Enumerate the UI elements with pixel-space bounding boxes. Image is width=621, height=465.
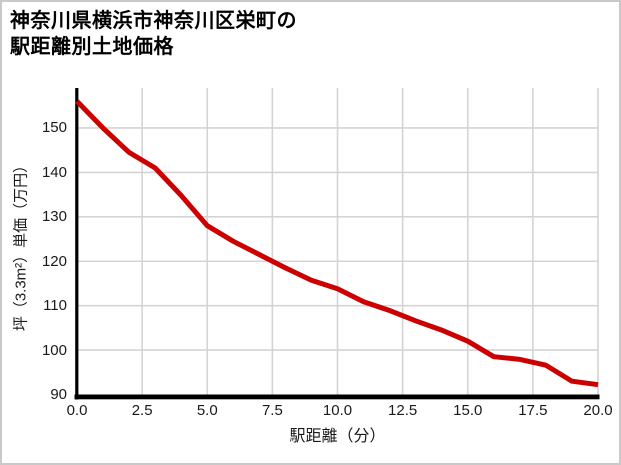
x-tick-label: 17.5 — [518, 402, 548, 419]
y-axis-title: 坪（3.3m²）単価（万円） — [12, 157, 30, 332]
x-tick-label: 15.0 — [453, 402, 483, 419]
y-tick-label: 140 — [41, 163, 67, 181]
x-tick-label: 2.5 — [131, 402, 153, 419]
x-tick-label: 12.5 — [388, 402, 418, 419]
x-axis-spine — [74, 394, 600, 400]
x-axis-title: 駅距離（分） — [289, 428, 386, 445]
chart-title: 神奈川県横浜市神奈川区栄町の 駅距離別土地価格 — [10, 10, 297, 58]
price-line — [75, 99, 599, 388]
y-tick-label: 130 — [41, 208, 67, 226]
x-tick-label: 10.0 — [322, 402, 353, 419]
x-tick-label: 0.0 — [66, 402, 88, 419]
y-tick-label: 150 — [41, 119, 67, 137]
x-tick-label: 20.0 — [583, 402, 613, 419]
y-tick-label: 100 — [41, 341, 67, 359]
y-tick-label: 110 — [43, 297, 67, 315]
y-tick-label: 120 — [41, 252, 67, 270]
y-tick-label: 90 — [50, 386, 67, 403]
x-tick-label: 5.0 — [196, 402, 218, 419]
x-tick-label: 7.5 — [261, 402, 283, 419]
y-axis-spine — [75, 88, 79, 400]
